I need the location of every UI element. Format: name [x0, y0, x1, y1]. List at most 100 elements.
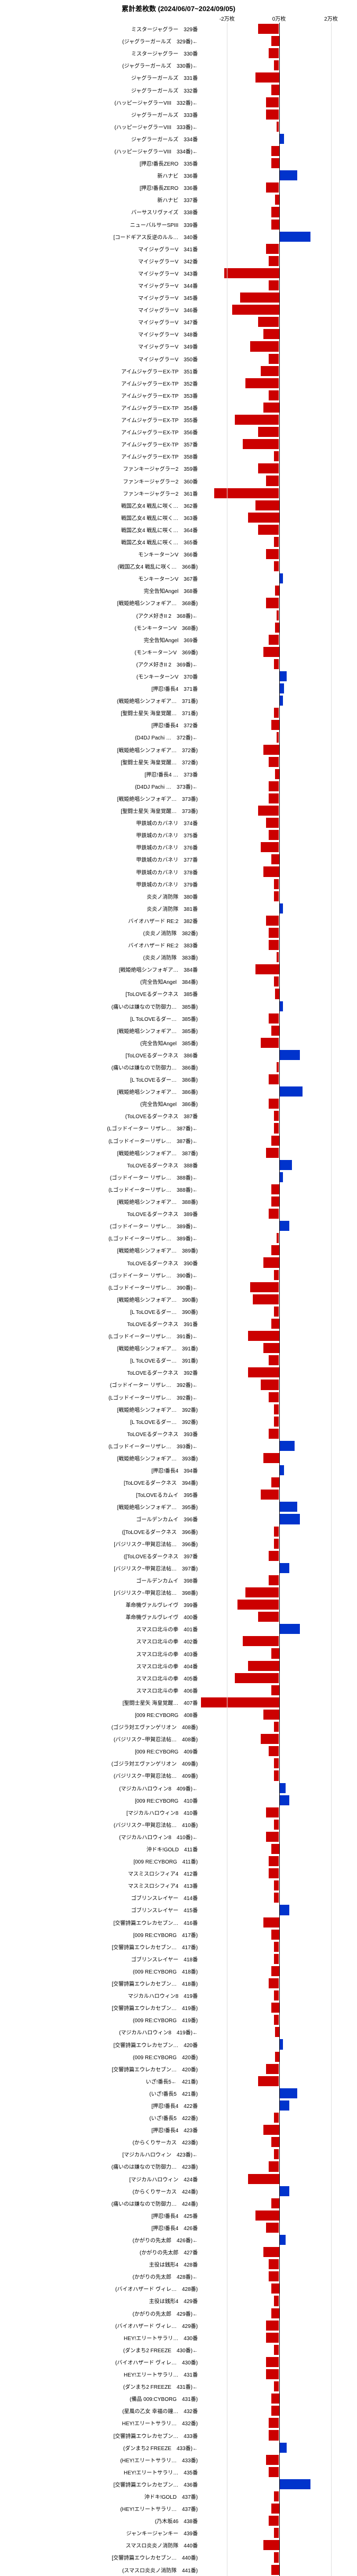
bar [266, 2369, 279, 2379]
bar-area [201, 2356, 357, 2368]
bar-area [201, 1598, 357, 1611]
bar-area [201, 1782, 357, 1794]
bar [279, 232, 310, 242]
chart-row: 戦国乙女4 戦乱に咲く… 362番 [0, 499, 357, 511]
bar-area [201, 1660, 357, 1672]
row-label: (かがりの先太郎 426番)← [0, 2236, 201, 2244]
row-label: (備品 009:CYBORG 431番) [0, 2395, 201, 2403]
bar [279, 1624, 300, 1634]
bar [279, 1086, 303, 1097]
chart-row: [押忍!番長ZERO 336番 [0, 181, 357, 194]
chart-row: (マジカルハロウィン8 419番)← [0, 2026, 357, 2038]
chart-row: バイオハザード RE:2 382番 [0, 915, 357, 927]
row-label: マスミスロシフィア4 412番 [0, 1869, 201, 1877]
row-label: マジカルハロウィン8 419番 [0, 1992, 201, 1999]
row-label: (星風の乙女 幸福の鐘… 432番 [0, 2407, 201, 2415]
bar [277, 122, 279, 132]
bar [235, 1673, 279, 1683]
bar-area [201, 1672, 357, 1684]
bar [274, 2381, 279, 2391]
chart-row: (ダンまち2 FREEZE 433番)← [0, 2442, 357, 2454]
bar-area [201, 2087, 357, 2099]
bar [266, 1832, 279, 1842]
bar-area [201, 719, 357, 731]
bar-area [201, 133, 357, 145]
chart-row: [ToLOVEるカムイ 395番 [0, 1488, 357, 1501]
row-label: [交響詩篇エウレカセブン… 419番) [0, 2004, 201, 2012]
chart-row: (スマスロ炎炎ノ消防隊 441番) [0, 2564, 357, 2576]
row-label: ミスタージャグラー 330番 [0, 49, 201, 57]
bar-area [201, 1293, 357, 1305]
chart-row: (完全告知Angel 386番) [0, 1098, 357, 1110]
bar [263, 647, 279, 657]
row-label: 甲鉄城のカバネリ 379番 [0, 880, 201, 888]
bar-area [201, 291, 357, 304]
row-label: (バジリスク~甲賀忍法帖… 410番) [0, 1821, 201, 1829]
bar-area [201, 59, 357, 71]
bar [269, 1868, 279, 1878]
bar-area [201, 731, 357, 743]
bar-area [201, 609, 357, 622]
bar [279, 170, 297, 180]
row-label: スマスロ北斗の拳 402番 [0, 1637, 201, 1645]
row-label: 戦国乙女4 戦乱に咲く… 363番 [0, 514, 201, 522]
chart-row: [009 RE:CYBORG 408番 [0, 1709, 357, 1721]
row-label: (痛いのは嫌なので防御力… 386番) [0, 1063, 201, 1071]
bar-area [201, 2038, 357, 2050]
chart-row: (痛いのは嫌なので防御力… 385番) [0, 1000, 357, 1012]
row-label: 革命機ヴァルヴレイヴ 399番 [0, 1601, 201, 1609]
chart-row: [戦姫絶唱シンフォギア… 391番) [0, 1342, 357, 1354]
bar-area [201, 1366, 357, 1378]
bar [275, 2052, 279, 2062]
bar [266, 2223, 279, 2233]
chart-row: (Lゴッドイーターリザレ… 393番)← [0, 1440, 357, 1452]
bar [275, 989, 279, 999]
row-label: [ToLOVEるカムイ 395番 [0, 1491, 201, 1499]
chart-row: マスミスロシフィア4 413番 [0, 1879, 357, 1892]
bar [269, 2418, 279, 2428]
axis-labels: -2万枚0万枚2万枚 [201, 14, 357, 23]
chart-row: [聖闘士星矢 海皇覚醒… 373番) [0, 805, 357, 817]
bar-area [201, 1220, 357, 1232]
bar-area [201, 267, 357, 279]
row-label: HEY!エリートサラリ… 431番 [0, 2370, 201, 2378]
bar [279, 683, 285, 693]
row-label: ToLOVEるダークネス 393番 [0, 1430, 201, 1438]
bar [269, 1392, 279, 1402]
row-label: (ハッピージャグラーVIII 334番)← [0, 147, 201, 155]
chart-row: [押忍!番長4 372番 [0, 719, 357, 731]
bar-area [201, 2234, 357, 2246]
bar [258, 463, 279, 473]
chart-row: (ゴッドイーター リザレ… 389番)← [0, 1220, 357, 1232]
chart-row: スマスロ北斗の拳 402番 [0, 1635, 357, 1647]
chart-row: 甲鉄城のカバネリ 374番 [0, 817, 357, 829]
chart-row: (いざ!番長5 421番) [0, 2087, 357, 2099]
chart-row: マジカルハロウィン8 419番 [0, 1989, 357, 2002]
chart-row: アイムジャグラーEX-TP 352番 [0, 377, 357, 389]
bar [274, 2528, 279, 2538]
bar [269, 390, 279, 400]
row-label: [戦姫絶唱シンフォギア… 391番) [0, 1344, 201, 1352]
row-label: マイジャグラーV 346番 [0, 306, 201, 314]
chart-row: マスミスロシフィア4 412番 [0, 1867, 357, 1879]
bar-area [201, 2405, 357, 2417]
bar-area [201, 1171, 357, 1183]
chart-row: マイジャグラーV 345番 [0, 291, 357, 304]
chart-row: (マジカルハロウィン8 410番)← [0, 1831, 357, 1843]
chart-row: ファンキージャグラー2 360番 [0, 474, 357, 487]
row-label: [バジリスク~甲賀忍法帖… 396番) [0, 1540, 201, 1548]
bar [271, 2394, 279, 2404]
row-label: ジャグラーガールズ 332番 [0, 86, 201, 94]
row-label: (Lゴッドイーターリザレ… 392番)← [0, 1393, 201, 1401]
bar-area [201, 792, 357, 805]
bar [269, 1013, 279, 1024]
chart-row: HEY!エリートサラリ… 435番 [0, 2466, 357, 2478]
bar-area [201, 1354, 357, 1366]
bar-area [201, 1757, 357, 1769]
chart-row: (完全告知Angel 385番) [0, 1037, 357, 1049]
bar [275, 195, 279, 205]
row-label: (完全告知Angel 386番) [0, 1100, 201, 1108]
chart-row: (痛いのは嫌なので防御力… 386番) [0, 1061, 357, 1073]
bar-area [201, 2307, 357, 2319]
chart-row: (009 RE:CYBORG 420番) [0, 2051, 357, 2063]
